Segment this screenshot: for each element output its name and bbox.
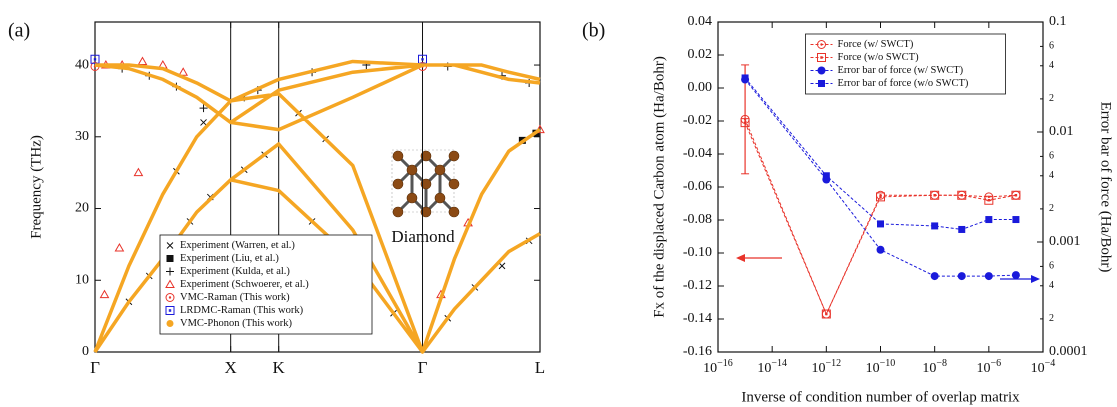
legend-label: Error bar of force (w/o SWCT) — [838, 78, 969, 89]
legend-label: Force (w/o SWCT) — [838, 52, 920, 63]
x-tick-label: K — [273, 358, 286, 377]
legend-label: Error bar of force (w/ SWCT) — [838, 65, 964, 76]
y-tick-label: 0.02 — [688, 47, 713, 62]
y2-tick-label: 2 — [1049, 93, 1054, 104]
marker — [167, 320, 174, 327]
x-tick-label: 10−4 — [1031, 358, 1056, 376]
marker — [134, 169, 142, 176]
x-tick-label: 10−6 — [977, 358, 1002, 376]
marker — [167, 255, 174, 262]
y2-tick-label: 2 — [1049, 313, 1054, 324]
crystal-icon — [392, 150, 459, 217]
y-tick-label: -0.08 — [683, 212, 712, 227]
annotation: Diamond — [391, 227, 455, 246]
marker — [201, 119, 207, 125]
y2-tick-label: 2 — [1049, 203, 1054, 214]
legend-label: Experiment (Liu, et al.) — [180, 253, 279, 264]
x-tick-label: Γ — [418, 358, 428, 377]
legend: Force (w/ SWCT) Force (w/o SWCT) Error bar… — [806, 34, 1006, 94]
marker — [877, 220, 884, 227]
y-tick-label: 0 — [82, 344, 89, 359]
y-tick-label: -0.12 — [683, 278, 712, 293]
legend-label: LRDMC-Raman (This work) — [180, 305, 304, 316]
arrows — [736, 254, 1040, 283]
y2-axis-label: Error bar of force (Ha/Bohr) — [1098, 102, 1114, 273]
x-tick-label: 10−16 — [703, 358, 733, 376]
legend-label: Experiment (Warren, et al.) — [180, 240, 295, 251]
marker — [823, 172, 830, 179]
x-tick-label: 10−14 — [757, 358, 787, 376]
marker — [1012, 271, 1020, 279]
y-tick-label: -0.14 — [683, 311, 712, 326]
panel-label: (b) — [582, 20, 605, 42]
legend-label: Experiment (Kulda, et al.) — [180, 266, 290, 277]
marker — [100, 291, 108, 298]
series-line — [745, 119, 1016, 314]
y-tick-label: -0.04 — [683, 146, 712, 161]
y2-tick-label: 0.001 — [1049, 234, 1081, 249]
marker — [115, 244, 123, 251]
marker — [985, 272, 993, 280]
x-tick-label: Γ — [90, 358, 100, 377]
y2-tick-label: 4 — [1049, 60, 1054, 71]
figure: (a) Γ X K Γ L 0 10 20 30 40 Frequency (THz) Diamond E… — [0, 0, 1117, 407]
y2-tick-label: 4 — [1049, 280, 1054, 291]
y-tick-label: 40 — [75, 57, 89, 72]
y-axis-label: Frequency (THz) — [28, 135, 44, 239]
y2-tick-label: 0.01 — [1049, 124, 1074, 139]
x-tick-label: 10−12 — [812, 358, 842, 376]
legend-label: VMC-Phonon (This work) — [180, 318, 293, 329]
legend-label: VMC-Raman (This work) — [180, 292, 290, 303]
marker — [958, 226, 965, 233]
legend-label: Experiment (Schwoerer, et al.) — [180, 279, 309, 290]
x-tick-label: X — [225, 358, 237, 377]
x-axis-label: Inverse of condition number of overlap m… — [741, 389, 1020, 405]
y-tick-label: 0.04 — [688, 14, 713, 29]
marker — [499, 263, 505, 269]
y-tick-label: -0.16 — [683, 344, 712, 359]
y2-tick-label: 0.1 — [1049, 14, 1067, 29]
series-line — [745, 78, 1016, 230]
y-tick-label: 30 — [75, 129, 89, 144]
marker — [931, 222, 938, 229]
y2-tick-label: 4 — [1049, 170, 1054, 181]
y2-tick-label: 0.0001 — [1049, 344, 1088, 359]
x-tick-label: 10−10 — [866, 358, 896, 376]
marker — [138, 57, 146, 64]
y-axis-label: Fx of the displaced Carbon atom (Ha/Bohr… — [651, 56, 667, 318]
marker — [958, 272, 966, 280]
x-tick-label: L — [535, 358, 545, 377]
marker — [742, 74, 749, 81]
y-tick-label: -0.10 — [683, 245, 712, 260]
legend: Experiment (Warren, et al.) Experiment (L… — [160, 235, 372, 334]
y-tick-label: 10 — [75, 272, 89, 287]
y-tick-label: -0.06 — [683, 179, 712, 194]
y-tick-label: -0.02 — [683, 113, 712, 128]
marker — [1012, 216, 1019, 223]
y2-tick-label: 6 — [1049, 151, 1054, 162]
marker — [931, 272, 939, 280]
marker — [818, 80, 825, 87]
marker — [877, 246, 885, 254]
panel-label: (a) — [8, 20, 30, 42]
marker — [985, 216, 992, 223]
x-tick-label: 10−8 — [922, 358, 947, 376]
legend-label: Force (w/ SWCT) — [838, 39, 914, 50]
y2-tick-label: 6 — [1049, 41, 1054, 52]
marker — [818, 67, 826, 75]
y-tick-label: 20 — [75, 201, 89, 216]
series-line — [745, 123, 1016, 314]
y2-tick-label: 6 — [1049, 261, 1054, 272]
y-tick-label: 0.00 — [688, 80, 713, 95]
